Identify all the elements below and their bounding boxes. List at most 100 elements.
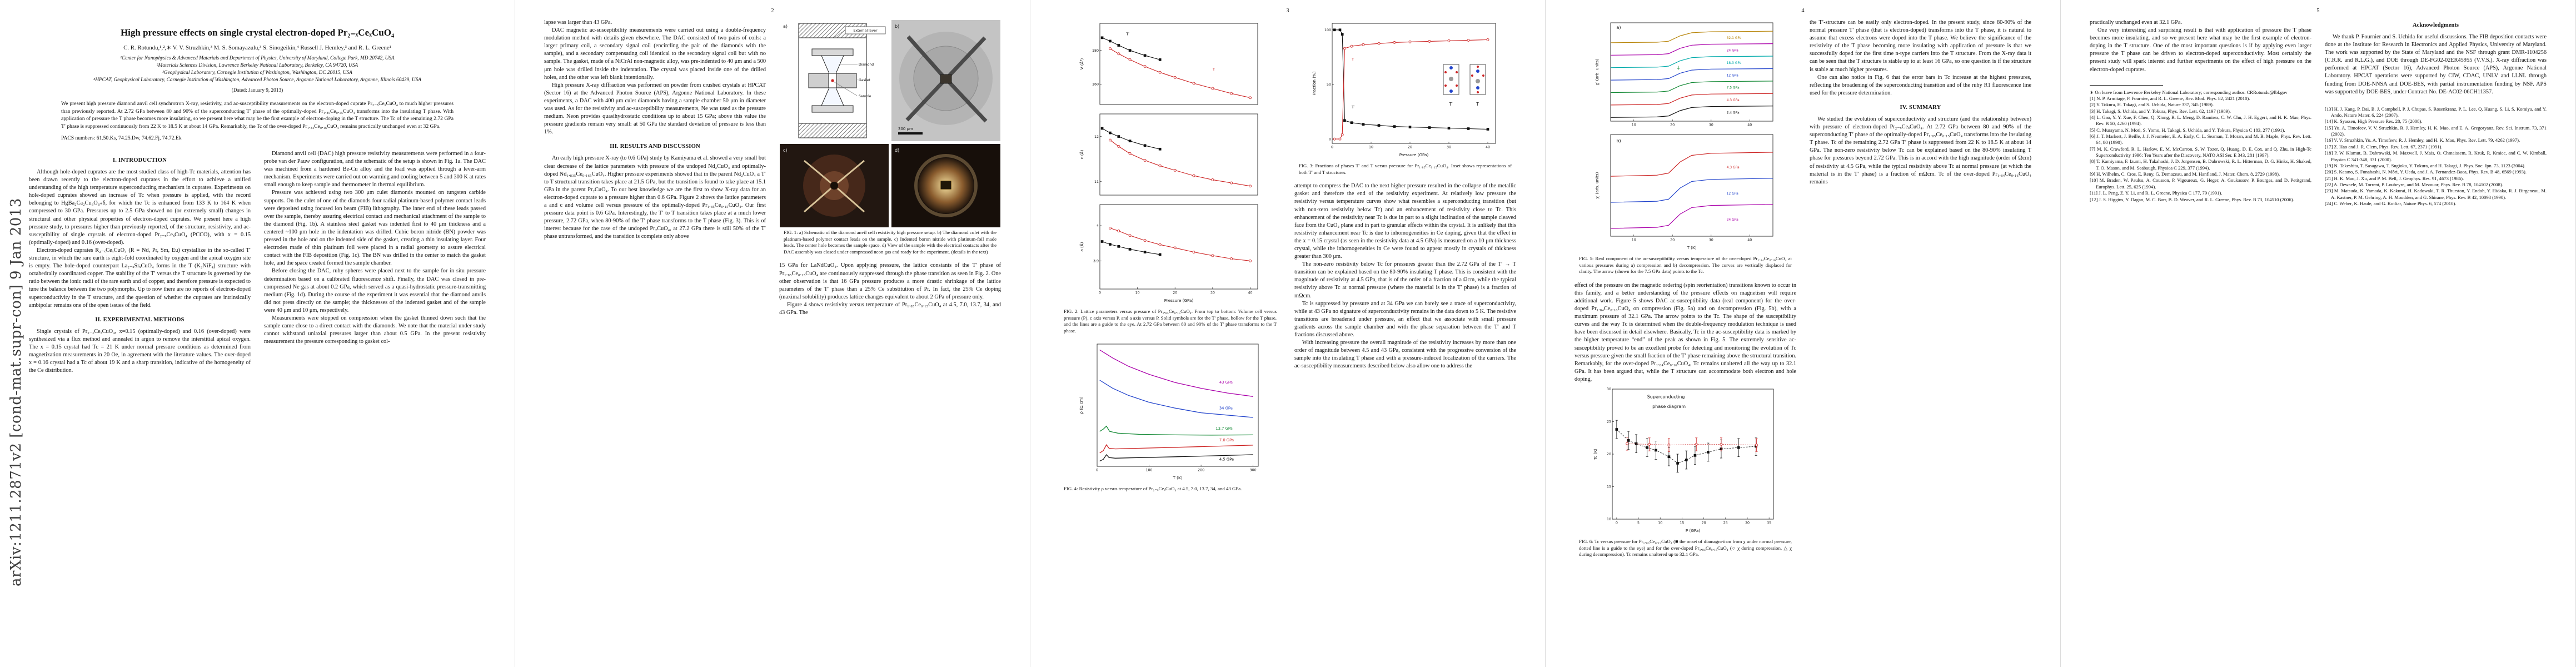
- t-prime-structure: T′: [1441, 63, 1461, 107]
- svg-text:30: 30: [1606, 387, 1611, 391]
- svg-text:a (Å): a (Å): [1079, 242, 1084, 251]
- paragraph: With increasing pressure the overall mag…: [1294, 340, 1516, 370]
- fig1-dac-schematic: External lever Diamond Gasket Sample a): [780, 20, 889, 141]
- svg-text:18.3 GPa: 18.3 GPa: [1726, 61, 1741, 65]
- section-heading-results: III. RESULTS AND DISCUSSION: [610, 143, 700, 150]
- svg-text:5: 5: [1637, 521, 1640, 525]
- svg-text:180: 180: [1092, 49, 1098, 53]
- reference-item: [24] C. Weber, K. Haule, and G. Kotliar,…: [2325, 200, 2457, 206]
- paragraph: Diamond anvil cell (DAC) high pressure r…: [264, 151, 486, 188]
- reference-item: [10] M. Braden, W. Paulus, A. Cousson, P…: [2090, 177, 2311, 190]
- page-3: 3 160 180 T′ T V (Å³) 11 12 c (Å) 0 10 20 30 40 3.9…: [1030, 0, 1546, 667]
- fig3-structures-inset: T′: [1441, 63, 1488, 107]
- reference-item: [9] H. Wilhelm, C. Cros, E. Reny, G. Dem…: [2090, 171, 2280, 177]
- summary-paragraphs: We studied the evolution of superconduct…: [1810, 116, 2031, 186]
- results-paragraphs: An early high pressure X-ray (to 0.6 GPa…: [544, 155, 766, 241]
- svg-text:3.9: 3.9: [1093, 260, 1098, 263]
- affiliation: ²Materials Sciences Division, Lawrence B…: [156, 63, 358, 69]
- svg-text:30: 30: [1708, 238, 1713, 242]
- paragraph: effect of the pressure on the magnetic o…: [1575, 282, 1796, 382]
- paragraph: Tc is suppressed by pressure and at 34 G…: [1294, 300, 1517, 338]
- paragraph: the T′-structure can be easily only elec…: [1810, 19, 2031, 73]
- svg-text:12 GPa: 12 GPa: [1726, 73, 1738, 77]
- svg-text:4: 4: [1096, 224, 1098, 228]
- page4-right-column: the T′-structure can be easily only elec…: [1810, 19, 2031, 565]
- fig5-caption: FIG. 5: Real component of the ac-suscept…: [1579, 256, 1792, 275]
- svg-text:T: T: [1212, 67, 1215, 72]
- svg-text:10: 10: [1135, 291, 1139, 295]
- fig4-caption: FIG. 4: Resistivity ρ versus temperature…: [1064, 486, 1242, 492]
- svg-text:40: 40: [1248, 291, 1252, 295]
- svg-text:0: 0: [1615, 521, 1617, 525]
- figure-1: External lever Diamond Gasket Sample a): [779, 20, 1001, 255]
- paragraph: Electron-doped cuprates R₂₋ₓCeₓCuO₄ (R =…: [29, 247, 251, 308]
- reference-item: ∗ On leave from Lawrence Berkeley Nation…: [2090, 89, 2288, 95]
- reference-item: [1] N. P. Armitage, P. Fournier, and R. …: [2090, 96, 2250, 101]
- pacs-line: PACS numbers: 61.50.Ks, 74.25.Dw, 74.62.…: [61, 135, 182, 141]
- svg-text:40: 40: [1485, 146, 1489, 150]
- svg-text:7.5 GPa: 7.5 GPa: [1726, 86, 1739, 90]
- svg-text:10: 10: [1368, 146, 1373, 150]
- fig1-panel-a-label: a): [783, 24, 788, 29]
- svg-text:10: 10: [1631, 123, 1636, 127]
- svg-text:Pressure (GPa): Pressure (GPa): [1164, 298, 1193, 303]
- page5-left-paragraphs: One very interesting and surprising resu…: [2090, 27, 2311, 74]
- references-right: [13] H. J. Kang, P. Dai, B. J. Campbell,…: [2325, 106, 2547, 207]
- affiliation: ⁴HPCAT, Geophysical Laboratory, Carnegie…: [93, 77, 421, 83]
- fig2-c-axis-panel: 11 12 c (Å): [1078, 111, 1262, 198]
- svg-text:20: 20: [1606, 452, 1611, 456]
- svg-text:40: 40: [1747, 123, 1752, 127]
- svg-text:50: 50: [1326, 83, 1331, 87]
- fig1-gasket-label: Gasket: [859, 78, 870, 82]
- fig4-resistivity-chart: 0 100 200 300 43 GPa 34 GPa 13.7 GPa 7.0 GPa 4.5…: [1078, 341, 1263, 481]
- references-left: ∗ On leave from Lawrence Berkeley Nation…: [2090, 89, 2311, 203]
- affiliation: ¹Center for Nanophysics & Advanced Mater…: [120, 56, 395, 62]
- reference-item: [20] S. Katano, S. Funahashi, N. Môri, Y…: [2325, 169, 2527, 175]
- svg-text:15: 15: [1606, 485, 1611, 489]
- paragraph: practically unchanged even at 32.1 GPa.: [2090, 19, 2183, 26]
- page5-right-column: Acknowledgments We thank P. Fournier and…: [2325, 19, 2547, 207]
- t-structure: T: [1467, 63, 1488, 107]
- figure-6: 0 5 10 15 20 25 30 35 10 15 20 25 30 Superconducting p…: [1575, 385, 1796, 558]
- svg-text:30: 30: [1446, 146, 1451, 150]
- svg-text:a): a): [1616, 25, 1621, 30]
- page4-right-paragraphs: One can also notice in Fig. 6 that the e…: [1810, 74, 2031, 97]
- reference-item: [6] J. T. Markert, J. Beille, J. J. Neum…: [2090, 133, 2311, 146]
- reference-item: [17] Z. Hao and J. R. Clem, Phys. Rev. L…: [2325, 143, 2443, 150]
- svg-text:10: 10: [1658, 521, 1662, 525]
- paragraph: High pressure X-ray diffraction was perf…: [544, 82, 766, 136]
- acknowledgments-heading: Acknowledgments: [2413, 22, 2459, 28]
- reference-item: [13] H. J. Kang, P. Dai, B. J. Campbell,…: [2325, 106, 2547, 118]
- svg-text:11: 11: [1094, 180, 1098, 184]
- reference-item: [22] A. Dewaele, M. Torrent, P. Loubeyre…: [2325, 181, 2503, 187]
- t-prime-structure-drawing: [1441, 63, 1461, 99]
- reference-item: [4] L. Gao, Y. Y. Xue, F. Chen, Q. Xiong…: [2090, 115, 2311, 127]
- svg-text:12 GPa: 12 GPa: [1726, 192, 1738, 196]
- figure-2: 160 180 T′ T V (Å³) 11 12 c (Å) 0 10 20 30 40 3.9 4 P…: [1059, 20, 1281, 334]
- page2-left-column: lapse was larger than 43 GPa. DAC magnet…: [544, 19, 766, 317]
- reference-item: [21] H. K. Mao, J. Xu, and P. M. Bell, J…: [2325, 175, 2464, 181]
- svg-text:25: 25: [1723, 521, 1727, 525]
- fig1-photo-culet: 300 μm b): [891, 20, 1000, 141]
- svg-text:13.7 GPa: 13.7 GPa: [1215, 426, 1233, 431]
- dated-line: (Dated: January 9, 2013): [231, 88, 283, 94]
- fig2-a-axis-panel: 0 10 20 30 40 3.9 4 Pressure (GPa) a (Å): [1078, 201, 1262, 303]
- page1-right-column: Diamond anvil cell (DAC) high pressure r…: [264, 150, 486, 375]
- affiliation: ³Geophysical Laboratory, Carnegie Instit…: [162, 70, 352, 76]
- affiliation-list: ¹Center for Nanophysics & Advanced Mater…: [29, 55, 486, 84]
- fig1-panel-b-label: b): [895, 24, 899, 29]
- page3-left-column: 160 180 T′ T V (Å³) 11 12 c (Å) 0 10 20 30 40 3.9 4 P…: [1059, 19, 1281, 499]
- fig3-chart-wrap: 0 10 20 30 40 0 50 100 T′ T Pressure (GPa) Fraction…: [1311, 20, 1500, 161]
- paragraph: attempt to compress the DAC to the next …: [1294, 183, 1516, 260]
- figure-4: 0 100 200 300 43 GPa 34 GPa 13.7 GPa 7.0 GPa 4.5…: [1059, 341, 1281, 492]
- paragraph: Before closing the DAC, ruby spheres wer…: [264, 268, 486, 313]
- svg-text:100: 100: [1145, 469, 1152, 472]
- reference-item: [5] C. Murayama, N. Mori, S. Yomo, H. Ta…: [2090, 127, 2285, 133]
- fig5-decompression-panel: 10 20 30 40 b) 24 GPa 12 GPa 4.3 GPa T (K) χ′ (ar…: [1593, 132, 1777, 251]
- paragraph: Figure 4 shows resistivity versus temper…: [779, 301, 1001, 316]
- page2-right-column: External lever Diamond Gasket Sample a): [779, 19, 1001, 317]
- abstract: We present high pressure diamond anvil c…: [61, 101, 454, 130]
- t-label: T: [1476, 102, 1479, 107]
- fig2-volume-panel: 160 180 T′ T V (Å³): [1078, 20, 1262, 108]
- fig1-diamond-label: Diamond: [859, 63, 874, 67]
